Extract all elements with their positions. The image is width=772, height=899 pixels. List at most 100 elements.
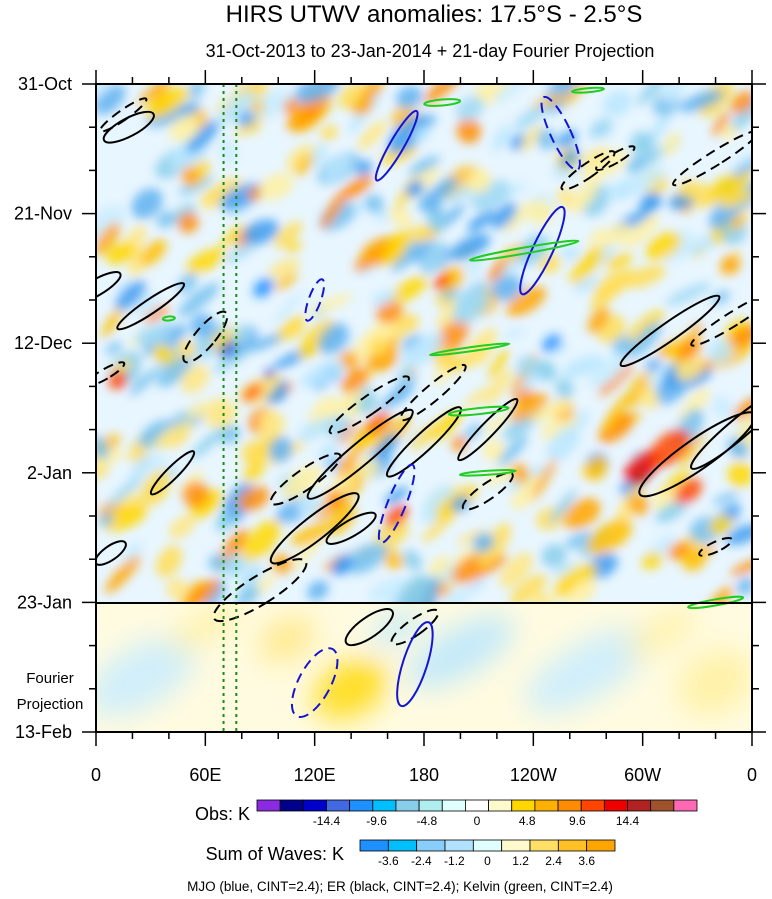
- anomaly-patch: [216, 404, 238, 432]
- anomaly-patch: [137, 84, 176, 106]
- anomaly-patch: [730, 557, 752, 576]
- x-tick-label: 0: [747, 765, 757, 785]
- x-tick-label: 60W: [624, 765, 661, 785]
- anomaly-patch: [598, 362, 634, 397]
- colorbar-swatch: [372, 799, 397, 812]
- anomaly-patch: [253, 277, 275, 298]
- anomaly-patch: [535, 128, 557, 150]
- anomaly-patch: [548, 489, 577, 524]
- anomaly-patch: [627, 493, 650, 516]
- anomaly-patch: [283, 316, 306, 340]
- anomaly-patch: [588, 118, 607, 139]
- anomaly-patch: [336, 449, 359, 479]
- anomaly-patch: [677, 355, 705, 382]
- anomaly-patch: [712, 492, 739, 505]
- anomaly-patch: [203, 177, 242, 203]
- anomaly-patch: [542, 334, 562, 353]
- anomaly-patch: [296, 154, 313, 176]
- anomaly-patch: [491, 275, 523, 301]
- anomaly-patch: [509, 393, 549, 422]
- anomaly-patch: [180, 166, 200, 187]
- anomaly-patch: [294, 84, 340, 104]
- anomaly-patch: [511, 463, 530, 484]
- er-contour: [619, 294, 721, 368]
- er-contour: [99, 97, 148, 133]
- anomaly-patch: [356, 456, 380, 479]
- anomaly-patch: [587, 307, 610, 334]
- anomaly-patch: [168, 515, 195, 539]
- anomaly-patch: [186, 400, 217, 419]
- y-tick-label: 31-Oct: [18, 74, 72, 94]
- anomaly-patch: [177, 212, 199, 233]
- anomaly-patch: [189, 426, 227, 460]
- anomaly-patch: [338, 84, 365, 110]
- obs-colorbar: -14.4 -9.6 -4.8 0 4.8 9.6 14.4: [256, 799, 698, 828]
- anomaly-patch: [720, 255, 741, 275]
- anomaly-patch: [428, 555, 450, 576]
- anomaly-patch: [679, 431, 707, 467]
- anomaly-patch: [263, 369, 275, 380]
- anomaly-patch: [730, 91, 752, 114]
- anomaly-patch: [129, 453, 167, 479]
- anomaly-patch: [637, 84, 667, 106]
- anomaly-patch: [661, 84, 685, 104]
- er-contour: [269, 492, 360, 565]
- anomaly-patch: [320, 125, 338, 141]
- colorbar-swatch: [557, 839, 588, 852]
- anomaly-patch: [587, 519, 633, 555]
- colorbar-swatch: [627, 799, 652, 812]
- er-contour: [390, 608, 440, 646]
- anomaly-patch: [289, 538, 321, 571]
- colorbar-swatch: [441, 799, 466, 812]
- anomaly-patch: [520, 125, 542, 152]
- anomaly-patch: [218, 222, 244, 251]
- chart-subtitle: 31-Oct-2013 to 23-Jan-2014 + 21-day Four…: [206, 41, 655, 61]
- anomaly-patch: [497, 435, 528, 467]
- anomaly-patch: [534, 359, 557, 382]
- anomaly-patch: [589, 352, 629, 388]
- colorbar-tick-label: -1.2: [444, 854, 465, 868]
- anomaly-patch: [384, 385, 414, 407]
- anomaly-patch: [506, 286, 547, 317]
- colorbar-swatch: [557, 799, 582, 812]
- anomaly-patch: [563, 498, 601, 530]
- y-axis-labels: 31-Oct 21-Nov 12-Dec 2-Jan 23-Jan 13-Feb: [14, 74, 72, 742]
- anomaly-patch: [143, 305, 170, 323]
- anomaly-patch: [257, 93, 276, 107]
- colorbar-tick-label: 2.4: [545, 854, 562, 868]
- anomaly-patch: [382, 549, 404, 570]
- colorbar-swatch: [472, 839, 503, 852]
- anomaly-patch: [318, 323, 349, 354]
- x-tick-label: 180: [409, 765, 439, 785]
- anomaly-patch: [472, 532, 495, 553]
- anomaly-patch: [409, 421, 440, 451]
- colorbar-swatch: [511, 799, 536, 812]
- obs-colorbar-label: Obs: K: [195, 804, 250, 824]
- anomaly-patch: [140, 470, 171, 507]
- anomaly-patch: [451, 495, 470, 513]
- anomaly-patch: [188, 489, 224, 520]
- anomaly-patch: [674, 478, 703, 505]
- anomaly-patch: [241, 440, 267, 466]
- anomaly-patch: [223, 240, 260, 264]
- anomaly-patch: [203, 579, 226, 603]
- mjo-contour: [374, 109, 419, 182]
- colorbar-swatch: [650, 799, 675, 812]
- anomaly-patch: [598, 412, 634, 443]
- anomaly-patch: [559, 149, 580, 168]
- anomaly-patch: [443, 586, 469, 603]
- anomaly-patch: [317, 442, 339, 461]
- anomaly-patch: [356, 159, 372, 177]
- fourier-projection-field: [96, 603, 752, 732]
- anomaly-patch: [400, 333, 444, 368]
- kelvin-contour: [469, 239, 580, 262]
- kelvin-contour: [428, 342, 511, 357]
- anomaly-patch: [488, 348, 509, 380]
- colorbar-tick-label: 4.8: [519, 814, 536, 828]
- er-contour: [457, 397, 519, 462]
- anomaly-patch: [570, 178, 599, 214]
- anomaly-patch: [153, 421, 194, 450]
- anomaly-patch: [686, 368, 713, 388]
- colorbar-swatch: [349, 799, 374, 812]
